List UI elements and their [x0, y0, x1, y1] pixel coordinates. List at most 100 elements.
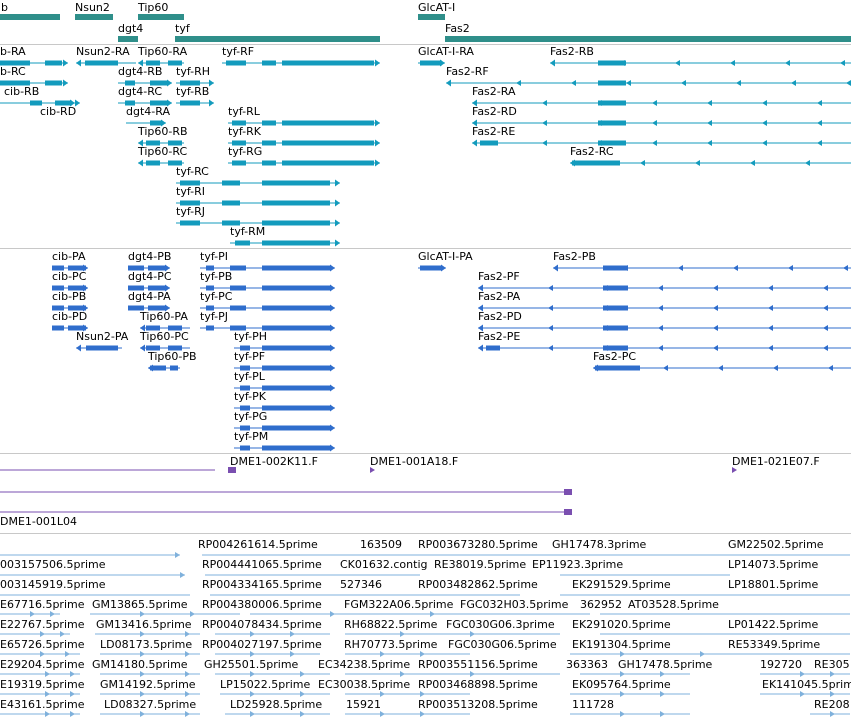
exon-block[interactable] — [240, 445, 250, 451]
est-label[interactable]: FGM322A06.5prime — [344, 598, 454, 611]
est-label[interactable]: RP004078434.5prime — [202, 618, 322, 631]
est-label[interactable]: LP14073.5prime — [728, 558, 819, 571]
exon-block[interactable] — [30, 100, 42, 106]
transcript-label[interactable]: tyf-RJ — [176, 205, 205, 218]
exon-block[interactable] — [0, 60, 30, 66]
exon-block[interactable] — [146, 345, 160, 351]
exon-block[interactable] — [230, 285, 246, 291]
est-label[interactable]: 163509 — [360, 538, 402, 551]
exon-block[interactable] — [262, 265, 330, 271]
est-label[interactable]: EK141045.5prime — [762, 678, 851, 691]
est-label[interactable]: FGC030G06.3prime — [446, 618, 555, 631]
est-label[interactable]: FGC032H03.5prime — [460, 598, 569, 611]
exon-block[interactable] — [595, 365, 640, 371]
exon-block[interactable] — [180, 100, 200, 106]
mrna-label[interactable]: GlcAT-I-PA — [418, 250, 473, 263]
est-label[interactable]: EK095764.5prime — [572, 678, 671, 691]
transcript-label[interactable]: tyf-RC — [176, 165, 209, 178]
exon-block[interactable] — [45, 80, 62, 86]
exon-block[interactable] — [262, 140, 276, 146]
gene-block[interactable] — [75, 14, 113, 20]
est-label[interactable]: EK191304.5prime — [572, 638, 671, 651]
est-label[interactable]: RP004261614.5prime — [198, 538, 318, 551]
exon-block[interactable] — [240, 385, 250, 391]
exon-block[interactable] — [150, 80, 168, 86]
exon-block[interactable] — [180, 80, 200, 86]
exon-block[interactable] — [52, 325, 64, 331]
contig-label[interactable]: DME1-001L04 — [0, 515, 77, 528]
transcript-label[interactable]: Tip60-RC — [138, 145, 188, 158]
mrna-label[interactable]: tyf-PM — [234, 430, 269, 443]
exon-block[interactable] — [262, 160, 276, 166]
exon-block[interactable] — [240, 365, 250, 371]
mrna-label[interactable]: Tip60-PC — [140, 330, 189, 343]
mrna-label[interactable]: dgt4-PA — [128, 290, 171, 303]
gene-block[interactable] — [0, 14, 60, 20]
mrna-label[interactable]: Tip60-PA — [140, 310, 188, 323]
est-label[interactable]: 527346 — [340, 578, 382, 591]
exon-block[interactable] — [52, 285, 64, 291]
contig-end-block[interactable] — [564, 489, 572, 495]
exon-block[interactable] — [232, 160, 246, 166]
exon-block[interactable] — [282, 140, 374, 146]
exon-block[interactable] — [128, 305, 144, 311]
exon-block[interactable] — [180, 220, 200, 226]
exon-block[interactable] — [180, 200, 200, 206]
gene-label[interactable]: tyf — [175, 22, 190, 35]
exon-block[interactable] — [146, 325, 160, 331]
est-label[interactable]: AT03528.5prime — [628, 598, 719, 611]
mrna-label[interactable]: Fas2-PD — [478, 310, 522, 323]
transcript-label[interactable]: tyf-RK — [228, 125, 261, 138]
exon-block[interactable] — [230, 265, 246, 271]
exon-block[interactable] — [86, 345, 118, 351]
exon-block[interactable] — [125, 80, 135, 86]
est-label[interactable]: GH17478.5prime — [618, 658, 713, 671]
est-label[interactable]: GH17478.3prime — [552, 538, 647, 551]
gene-label[interactable]: Nsun2 — [75, 1, 110, 14]
exon-block[interactable] — [262, 385, 330, 391]
transcript-label[interactable]: tyf-RM — [230, 225, 266, 238]
est-label[interactable]: E67716.5prime — [0, 598, 85, 611]
est-label[interactable]: RH70773.5prime — [344, 638, 438, 651]
gene-block[interactable] — [445, 36, 851, 42]
mrna-label[interactable]: Fas2-PE — [478, 330, 521, 343]
exon-block[interactable] — [150, 365, 166, 371]
gene-block[interactable] — [138, 14, 184, 20]
est-label[interactable]: RP003673280.5prime — [418, 538, 538, 551]
exon-block[interactable] — [206, 265, 214, 271]
mrna-label[interactable]: Nsun2-PA — [76, 330, 129, 343]
est-label[interactable]: GM14192.5prime — [100, 678, 196, 691]
exon-block[interactable] — [235, 240, 250, 246]
exon-block[interactable] — [282, 60, 374, 66]
gene-label[interactable]: Fas2 — [445, 22, 470, 35]
mrna-label[interactable]: tyf-PI — [200, 250, 228, 263]
exon-block[interactable] — [68, 305, 86, 311]
transcript-label[interactable]: Fas2-RA — [472, 85, 516, 98]
exon-block[interactable] — [598, 100, 626, 106]
exon-block[interactable] — [603, 325, 628, 331]
exon-block[interactable] — [262, 305, 330, 311]
transcript-label[interactable]: Fas2-RC — [570, 145, 614, 158]
est-label[interactable]: CK01632.contig — [340, 558, 428, 571]
exon-block[interactable] — [180, 180, 200, 186]
mrna-label[interactable]: tyf-PL — [234, 370, 265, 383]
mrna-label[interactable]: cib-PA — [52, 250, 86, 263]
transcript-label[interactable]: Fas2-RF — [446, 65, 489, 78]
exon-block[interactable] — [68, 285, 86, 291]
transcript-label[interactable]: Tip60-RB — [138, 125, 188, 138]
mrna-label[interactable]: tyf-PK — [234, 390, 266, 403]
est-label[interactable]: RH68822.5prime — [344, 618, 438, 631]
exon-block[interactable] — [148, 285, 166, 291]
est-label[interactable]: LP15022.5prime — [220, 678, 311, 691]
gene-label[interactable]: Tip60 — [138, 1, 169, 14]
exon-block[interactable] — [262, 425, 330, 431]
est-label[interactable]: GM13865.5prime — [92, 598, 188, 611]
est-label[interactable]: RP004380006.5prime — [202, 598, 322, 611]
gene-label[interactable]: dgt4 — [118, 22, 144, 35]
est-label[interactable]: EC34238.5prime — [318, 658, 411, 671]
gene-block[interactable] — [175, 36, 380, 42]
est-label[interactable]: LD08327.5prime — [104, 698, 197, 711]
transcript-label[interactable]: dgt4-RB — [118, 65, 163, 78]
exon-block[interactable] — [282, 160, 374, 166]
